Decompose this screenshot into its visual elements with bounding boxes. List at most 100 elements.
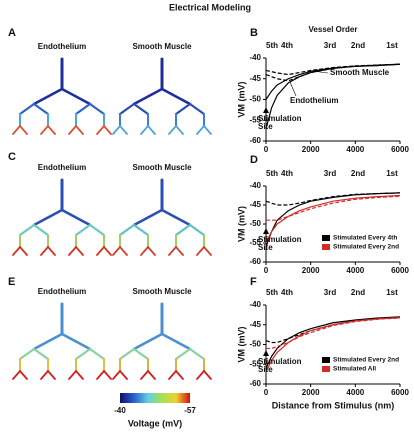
y-axis-label: VM (mV) (236, 81, 246, 117)
tree-branch (68, 370, 77, 380)
stimulation-arrow (263, 107, 269, 113)
tree-branch (203, 125, 212, 135)
stimulation-arrow (263, 350, 269, 356)
tree-branch (32, 208, 64, 227)
tree-branch (174, 347, 192, 361)
colorbar-label: Voltage (mV) (128, 418, 182, 428)
tree-branch (18, 347, 36, 361)
tree-branch (75, 125, 84, 135)
tree-branch (174, 223, 192, 237)
tree-label: Endothelium (38, 287, 86, 296)
series-line (265, 63, 401, 82)
tree-branch (60, 332, 92, 351)
legend-swatch (322, 357, 330, 363)
colorbar-tick: -40 (114, 406, 126, 415)
colorbar-tick: -57 (184, 406, 196, 415)
y-tick-label: -45 (249, 200, 261, 209)
x-tick-label: 2000 (302, 266, 320, 275)
tree-branch (32, 87, 64, 106)
tree-branch (132, 102, 150, 116)
tree-branch (19, 246, 28, 256)
x-tick-label: 4000 (346, 266, 364, 275)
tree-branch (175, 125, 184, 135)
series-line (266, 195, 401, 221)
y-tick-label: -60 (249, 136, 261, 145)
panel-letter: A (8, 27, 16, 39)
stimulation-label: Stimulation (258, 357, 302, 366)
legend-swatch (322, 366, 330, 372)
x-tick-label: 0 (264, 266, 269, 275)
tree-branch (203, 370, 212, 380)
tree-branch (188, 347, 206, 361)
tree-branch (68, 125, 77, 135)
tree-label: Endothelium (38, 163, 86, 172)
tree-branch (175, 370, 184, 380)
vessel-order: 5th (266, 41, 278, 50)
annotation-leader (289, 81, 297, 97)
panel-letter: D (250, 154, 258, 166)
vessel-order: 3rd (324, 169, 337, 178)
legend-label: Stimulated Every 2nd (333, 244, 399, 251)
tree-branch (147, 125, 156, 135)
tree-branch (96, 125, 105, 135)
tree-branch (18, 223, 36, 237)
tree-branch (168, 370, 177, 380)
figure-title: Electrical Modeling (169, 2, 251, 12)
annotation: Smooth Muscle (330, 68, 390, 77)
vessel-order: 1st (386, 288, 398, 297)
y-axis-label: VM (mV) (236, 326, 246, 362)
annotation: Endothelium (290, 96, 338, 105)
tree-branch (132, 332, 164, 351)
tree-branch (140, 246, 149, 256)
tree-branch (160, 332, 192, 351)
tree-branch (74, 347, 92, 361)
x-tick-label: 4000 (346, 145, 364, 154)
y-tick-label: -55 (249, 238, 261, 247)
tree-label: Endothelium (38, 42, 86, 51)
vessel-order: 3rd (324, 41, 337, 50)
series-line (266, 317, 401, 350)
panel-letter: E (8, 276, 15, 288)
y-tick-label: -40 (249, 53, 261, 62)
colorbar (120, 393, 190, 403)
series-line (265, 194, 401, 244)
tree-branch (147, 246, 156, 256)
x-tick-label: 4000 (346, 388, 364, 397)
tree-label: Smooth Muscle (132, 287, 192, 296)
tree-branch (88, 102, 106, 116)
series-line (265, 63, 401, 76)
y-tick-label: -50 (249, 95, 261, 104)
tree-branch (88, 223, 106, 237)
x-axis-label: Distance from Stimulus (nm) (272, 400, 395, 410)
tree-branch (132, 223, 150, 237)
tree-branch (174, 102, 192, 116)
tree-branch (74, 223, 92, 237)
vessel-order: 3rd (324, 288, 337, 297)
tree-branch (12, 246, 21, 256)
stimulation-label: Site (258, 122, 273, 131)
tree-branch (32, 102, 50, 116)
annotation-leader (311, 70, 329, 74)
x-tick-label: 6000 (391, 388, 409, 397)
tree-branch (196, 370, 205, 380)
vessel-order: 5th (266, 169, 278, 178)
tree-branch (147, 370, 156, 380)
legend-label: Stimulated Every 4th (333, 235, 397, 242)
tree-branch (119, 370, 128, 380)
tree-label: Smooth Muscle (132, 42, 192, 51)
vessel-order: 2nd (351, 169, 365, 178)
tree-branch (32, 223, 50, 237)
tree-branch (40, 246, 49, 256)
y-tick-label: -45 (249, 320, 261, 329)
series-line (265, 192, 401, 206)
tree-branch (140, 125, 149, 135)
tree-branch (75, 370, 84, 380)
panel-letter: B (250, 27, 258, 39)
legend-label: Stimulated Every 2nd (333, 357, 399, 364)
tree-branch (168, 125, 177, 135)
tree-branch (175, 246, 184, 256)
panel-letter: F (250, 276, 257, 288)
vessel-order: 4th (281, 41, 293, 50)
tree-branch (19, 370, 28, 380)
